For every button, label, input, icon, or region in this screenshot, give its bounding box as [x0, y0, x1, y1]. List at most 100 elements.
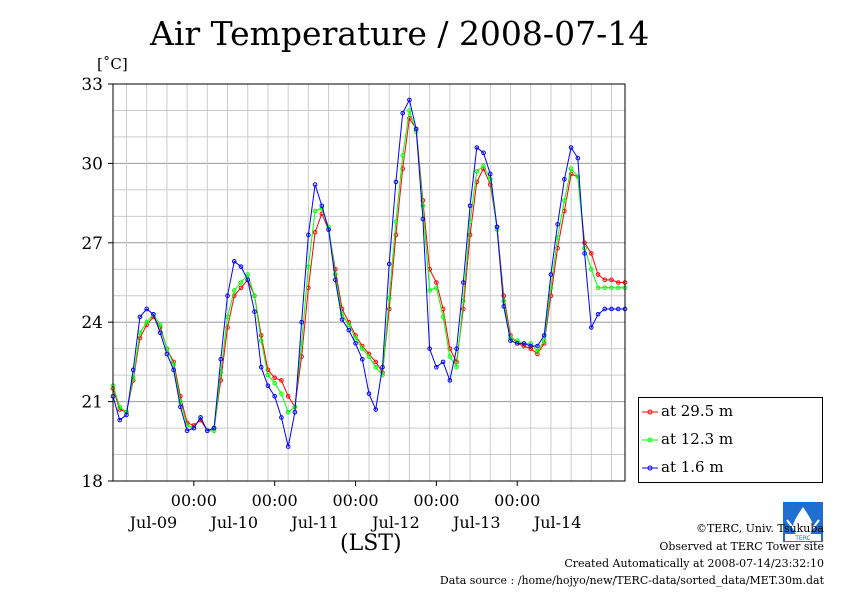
data-point — [447, 378, 453, 383]
x-tick-label: 00:00 — [171, 491, 217, 510]
data-point — [373, 407, 379, 412]
date-label: Jul-09 — [128, 513, 178, 532]
data-point — [245, 272, 251, 277]
data-point — [427, 288, 432, 293]
data-point — [306, 232, 311, 238]
data-point — [353, 335, 358, 341]
data-point — [454, 346, 459, 351]
data-point — [339, 311, 345, 317]
data-point — [117, 407, 123, 412]
data-point — [272, 394, 277, 399]
data-point — [481, 150, 486, 156]
data-point — [474, 145, 480, 150]
data-point — [541, 333, 547, 338]
data-point — [528, 343, 533, 349]
data-point — [346, 322, 352, 328]
data-point — [184, 428, 190, 434]
data-point — [413, 126, 419, 132]
data-point — [272, 380, 277, 386]
data-point — [359, 346, 365, 351]
data-point — [285, 444, 291, 449]
data-point — [218, 370, 224, 375]
data-point — [541, 338, 547, 344]
chart-title: Air Temperature / 2008-07-14 — [150, 14, 650, 53]
data-point — [157, 330, 163, 336]
y-tick-label: 24 — [81, 313, 103, 333]
data-point — [400, 153, 405, 158]
y-tick-label: 21 — [81, 393, 103, 413]
data-point — [312, 208, 318, 214]
data-point — [319, 203, 325, 209]
legend-item: at 12.3 m — [639, 430, 822, 450]
legend-label: at 1.6 m — [661, 458, 724, 476]
data-point — [420, 216, 426, 222]
data-point — [299, 319, 304, 325]
data-point — [265, 372, 271, 378]
data-point — [380, 372, 385, 378]
data-point — [171, 367, 176, 373]
data-point — [582, 251, 587, 256]
data-point — [575, 155, 581, 161]
data-point — [562, 198, 567, 203]
data-point — [514, 341, 520, 346]
data-point — [609, 306, 614, 312]
data-point — [333, 277, 338, 283]
data-point — [306, 264, 311, 269]
data-point — [514, 338, 520, 344]
x-tick-label: 00:00 — [494, 491, 540, 510]
data-point — [386, 306, 392, 312]
data-point — [265, 383, 271, 389]
data-point — [440, 359, 446, 365]
data-point — [252, 293, 257, 299]
data-point — [615, 306, 621, 312]
data-point — [137, 335, 143, 341]
data-point — [151, 311, 156, 317]
data-point — [211, 428, 217, 434]
data-point — [211, 425, 217, 431]
data-point — [386, 261, 392, 267]
data-point — [164, 351, 170, 357]
data-point — [258, 333, 264, 338]
data-point — [400, 110, 405, 116]
data-point — [521, 343, 527, 349]
data-point — [144, 306, 149, 312]
data-point — [144, 319, 149, 325]
data-point — [292, 409, 298, 415]
data-point — [393, 179, 399, 185]
data-point — [454, 364, 459, 370]
data-point — [258, 364, 264, 370]
source-text: Data source : /home/hojyo/new/TERC-data/… — [439, 574, 824, 587]
data-point — [487, 171, 493, 177]
data-point — [346, 327, 352, 333]
data-point — [440, 314, 446, 320]
data-point — [602, 306, 608, 312]
date-label: Jul-11 — [289, 513, 339, 532]
data-point — [461, 306, 466, 312]
data-point — [373, 364, 379, 370]
data-point — [265, 367, 271, 373]
svg-text:TERC: TERC — [794, 535, 811, 542]
data-point — [258, 338, 264, 344]
data-point — [191, 425, 197, 431]
y-axis-unit-label: [˚C] — [97, 55, 128, 73]
data-point — [501, 304, 507, 309]
data-point — [434, 280, 439, 285]
data-point — [427, 346, 432, 351]
legend-marker — [642, 409, 658, 415]
data-point — [238, 280, 244, 285]
data-point — [568, 166, 574, 171]
data-point — [609, 285, 614, 291]
legend-marker — [642, 437, 658, 443]
data-point — [231, 288, 237, 293]
date-label: Jul-12 — [370, 513, 420, 532]
x-tick-label: 00:00 — [252, 491, 298, 510]
chart-series-layer — [110, 97, 628, 449]
data-point — [609, 277, 614, 283]
data-point — [157, 322, 163, 328]
terc-logo-icon: TERC — [783, 502, 823, 542]
data-point — [117, 404, 123, 410]
observed-text: Observed at TERC Tower site — [659, 540, 824, 553]
data-point — [393, 232, 399, 238]
data-point — [252, 309, 257, 314]
